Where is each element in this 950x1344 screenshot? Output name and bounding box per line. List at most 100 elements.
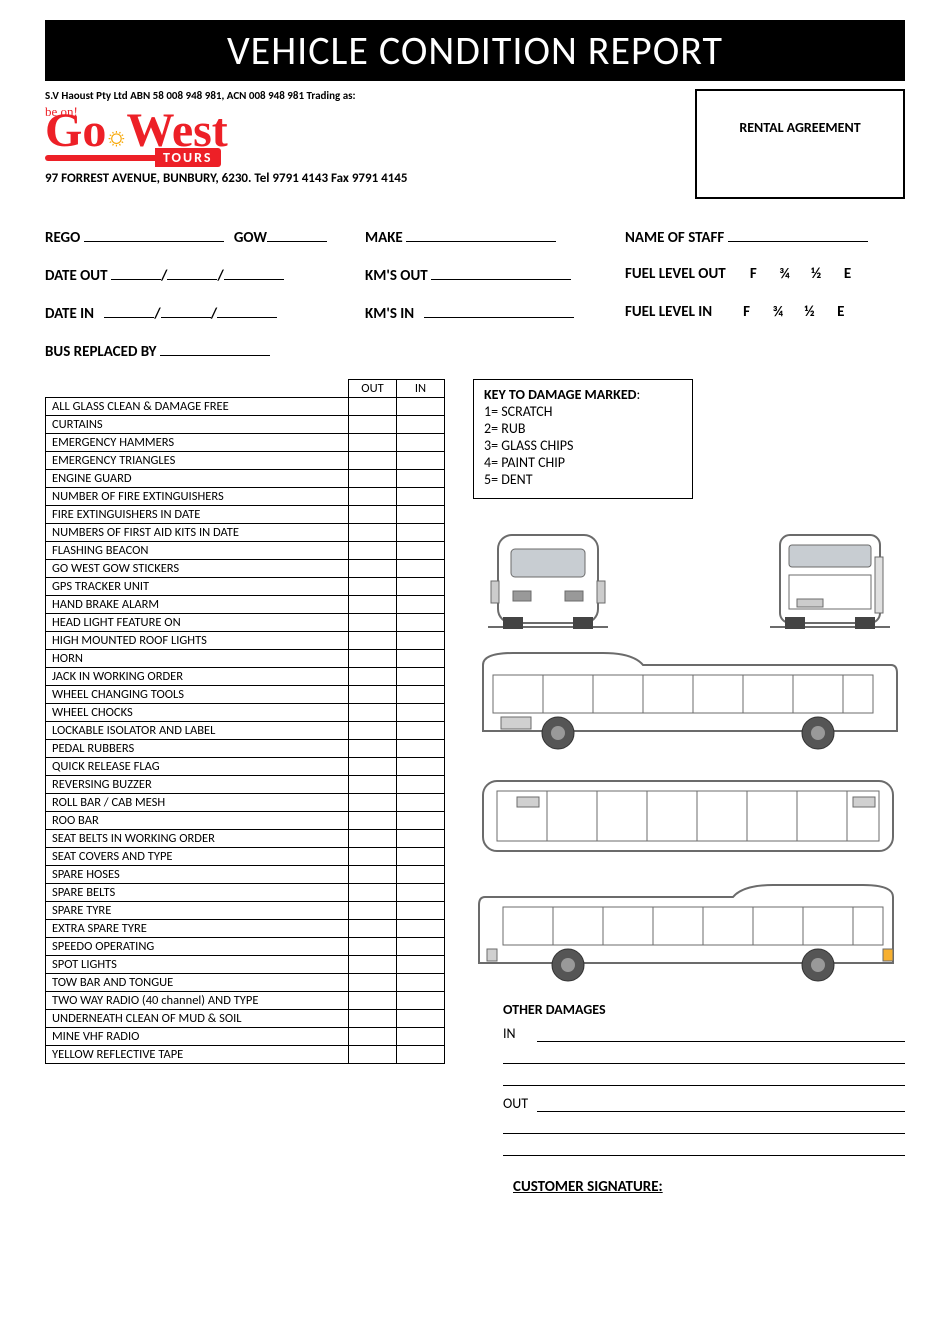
checklist-out-cell[interactable] [349,506,397,524]
checklist-in-cell[interactable] [397,596,445,614]
bus-diagrams[interactable] [473,517,905,987]
fuel-opt-f[interactable]: F [733,303,761,321]
checklist-in-cell[interactable] [397,506,445,524]
checklist-out-cell[interactable] [349,578,397,596]
checklist-in-cell[interactable] [397,614,445,632]
kms-in-input[interactable] [424,303,574,318]
checklist-out-cell[interactable] [349,794,397,812]
checklist-in-cell[interactable] [397,398,445,416]
checklist-out-cell[interactable] [349,596,397,614]
fuel-opt-e[interactable]: E [827,303,855,321]
checklist-in-cell[interactable] [397,974,445,992]
checklist-in-cell[interactable] [397,722,445,740]
checklist-out-cell[interactable] [349,884,397,902]
checklist-in-cell[interactable] [397,434,445,452]
checklist-out-cell[interactable] [349,488,397,506]
checklist-out-cell[interactable] [349,776,397,794]
checklist-out-cell[interactable] [349,560,397,578]
checklist-in-cell[interactable] [397,776,445,794]
checklist-in-cell[interactable] [397,884,445,902]
rental-agreement-box[interactable]: RENTAL AGREEMENT [695,89,905,199]
checklist-out-cell[interactable] [349,920,397,938]
date-in-y[interactable] [217,303,277,318]
fuel-opt-f[interactable]: F [739,265,767,283]
checklist-in-cell[interactable] [397,632,445,650]
checklist-in-cell[interactable] [397,812,445,830]
checklist-in-cell[interactable] [397,902,445,920]
checklist-in-cell[interactable] [397,704,445,722]
checklist-out-cell[interactable] [349,722,397,740]
checklist-in-cell[interactable] [397,740,445,758]
other-in-line-2[interactable] [503,1046,905,1064]
checklist-in-cell[interactable] [397,794,445,812]
checklist-out-cell[interactable] [349,542,397,560]
fuel-opt-e[interactable]: E [833,265,861,283]
bus-top-icon[interactable] [473,761,903,871]
checklist-out-cell[interactable] [349,614,397,632]
checklist-in-cell[interactable] [397,920,445,938]
checklist-in-cell[interactable] [397,992,445,1010]
checklist-out-cell[interactable] [349,938,397,956]
bus-replaced-input[interactable] [160,341,270,356]
date-out-m[interactable] [167,265,217,280]
date-in-m[interactable] [161,303,211,318]
checklist-out-cell[interactable] [349,902,397,920]
checklist-out-cell[interactable] [349,704,397,722]
checklist-in-cell[interactable] [397,1046,445,1064]
other-out-line-3[interactable] [503,1138,905,1156]
bus-side-right-icon[interactable] [473,877,903,987]
checklist-in-cell[interactable] [397,578,445,596]
rego-input[interactable] [84,227,224,242]
checklist-out-cell[interactable] [349,974,397,992]
checklist-in-cell[interactable] [397,524,445,542]
checklist-out-cell[interactable] [349,740,397,758]
date-out-y[interactable] [224,265,284,280]
date-out-d[interactable] [111,265,161,280]
fuel-opt-34[interactable]: ¾ [771,265,799,283]
checklist-out-cell[interactable] [349,650,397,668]
checklist-in-cell[interactable] [397,560,445,578]
other-in-line-3[interactable] [503,1068,905,1086]
checklist-in-cell[interactable] [397,686,445,704]
checklist-in-cell[interactable] [397,956,445,974]
checklist-in-cell[interactable] [397,830,445,848]
fuel-opt-12[interactable]: ½ [795,303,823,321]
checklist-in-cell[interactable] [397,452,445,470]
checklist-out-cell[interactable] [349,992,397,1010]
checklist-out-cell[interactable] [349,866,397,884]
checklist-in-cell[interactable] [397,416,445,434]
fuel-opt-34[interactable]: ¾ [764,303,792,321]
checklist-in-cell[interactable] [397,848,445,866]
staff-input[interactable] [728,227,868,242]
gow-input[interactable] [267,227,327,242]
checklist-out-cell[interactable] [349,434,397,452]
checklist-out-cell[interactable] [349,398,397,416]
checklist-in-cell[interactable] [397,938,445,956]
kms-out-input[interactable] [431,265,571,280]
checklist-in-cell[interactable] [397,1010,445,1028]
checklist-out-cell[interactable] [349,668,397,686]
bus-rear-icon[interactable] [755,517,905,637]
checklist-out-cell[interactable] [349,470,397,488]
checklist-out-cell[interactable] [349,452,397,470]
checklist-out-cell[interactable] [349,416,397,434]
checklist-in-cell[interactable] [397,758,445,776]
fuel-in-options[interactable]: F ¾ ½ E [729,303,855,321]
checklist-in-cell[interactable] [397,470,445,488]
make-input[interactable] [406,227,556,242]
bus-front-icon[interactable] [473,517,623,637]
checklist-in-cell[interactable] [397,542,445,560]
checklist-out-cell[interactable] [349,524,397,542]
checklist-in-cell[interactable] [397,1028,445,1046]
checklist-out-cell[interactable] [349,848,397,866]
checklist-out-cell[interactable] [349,758,397,776]
fuel-opt-12[interactable]: ½ [802,265,830,283]
checklist-out-cell[interactable] [349,1010,397,1028]
fuel-out-options[interactable]: F ¾ ½ E [736,265,862,283]
other-in-line-1[interactable] [537,1024,905,1042]
other-out-line-1[interactable] [537,1094,905,1112]
checklist-out-cell[interactable] [349,956,397,974]
checklist-out-cell[interactable] [349,812,397,830]
checklist-in-cell[interactable] [397,866,445,884]
other-out-line-2[interactable] [503,1116,905,1134]
